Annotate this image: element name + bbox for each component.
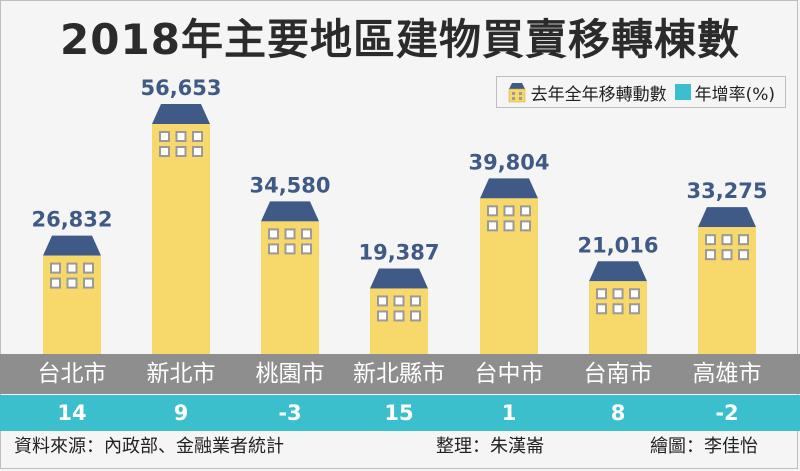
bar-roof [152,104,210,124]
bar-window [503,220,515,232]
bar-body [261,221,319,354]
bar-body [698,227,756,354]
bar-body [152,124,210,354]
city-label: 新北縣市 [353,361,445,387]
editor-credit: 整理：朱漢崙 [436,436,544,457]
bar-window [175,146,187,157]
bar-window [596,303,607,315]
bar-window [268,243,279,255]
bar-1 [43,235,101,354]
bar-window [159,131,170,142]
city-label: 高雄市 [692,361,762,387]
bar-window [175,131,187,142]
growth-rate-label: 8 [610,401,626,425]
bar-window [301,243,312,255]
building-icon [508,83,525,103]
bar-window [284,243,296,255]
bar-3 [261,201,319,354]
bar-chart: 26,832 56,653 34,580 19,387 39,804 21,016 33,2… [31,76,768,354]
growth-rate-label: 1 [501,401,517,425]
bar-roof [261,201,319,222]
growth-rate-label: 14 [57,401,87,425]
bar-window [50,262,61,274]
bar-window [393,310,405,322]
bar-window [393,295,405,307]
bar-roof [589,261,647,282]
legend-label-growth: 年增率(%) [694,84,775,105]
city-label: 台南市 [583,361,653,387]
bar-roof [480,178,538,199]
city-label-strip: 台北市 新北市 桃園市 新北縣市 台中市 台南市 高雄市 [0,354,800,394]
growth-rate-label: -3 [278,401,302,425]
legend-label-transfers: 去年全年移轉動數 [530,84,667,105]
growth-rate-label: -2 [715,401,739,425]
bar-window [83,277,94,289]
bar-2 [152,104,210,354]
bar-window [487,205,498,217]
bar-window [159,146,170,157]
bar-value-label: 19,387 [358,240,439,264]
bar-window [705,234,716,246]
bar-window [487,220,498,232]
bar-window [612,303,624,315]
bar-value-label: 21,016 [577,233,658,257]
bar-window [66,277,78,289]
city-label: 台北市 [37,361,107,387]
bar-window [192,131,203,142]
bar-window [596,288,607,300]
bar-window [503,205,515,217]
city-label: 新北市 [146,361,216,387]
bar-window [410,310,421,322]
growth-rate-label: 9 [173,401,189,425]
bar-7 [698,207,756,354]
bar-window [410,295,421,307]
bar-window [721,249,733,261]
bar-window [520,220,531,232]
bar-window [83,262,94,274]
bar-window [192,146,203,157]
bar-window [738,249,749,261]
legend: 去年全年移轉動數 年增率(%) [495,76,786,108]
bar-roof [370,268,428,289]
legend-item-transfers: 去年全年移轉動數 [507,80,667,105]
legend-swatch-growth [674,84,691,100]
bar-roof [43,235,101,256]
growth-rate-label: 15 [384,401,414,425]
bar-window [738,234,749,246]
bar-window [268,228,279,240]
growth-rate-strip: 14 9 -3 15 1 8 -2 [0,395,800,431]
bar-window [721,234,733,246]
bar-window [301,228,312,240]
bar-value-label: 34,580 [249,173,330,197]
chart-title: 2018年主要地區建物買賣移轉棟數 [60,15,740,64]
source-note: 資料來源：內政部、金融業者統計 [14,436,284,457]
bar-value-label: 26,832 [31,208,112,232]
bar-window [50,277,61,289]
bar-value-label: 33,275 [686,179,767,203]
bar-value-label: 39,804 [468,150,549,174]
bar-value-label: 56,653 [140,76,221,100]
footer: 資料來源：內政部、金融業者統計 整理：朱漢崙 繪圖：李佳怡 [0,432,800,468]
bar-window [629,288,640,300]
bar-window [612,288,624,300]
bar-window [629,303,640,315]
bar-window [705,249,716,261]
city-label: 桃園市 [255,361,325,387]
bar-window [520,205,531,217]
bar-window [377,295,388,307]
bar-4 [370,268,428,354]
bar-6 [589,261,647,354]
bar-5 [480,178,538,354]
legend-item-growth: 年增率(%) [674,80,775,105]
bar-window [284,228,296,240]
illustrator-credit: 繪圖：李佳怡 [650,436,758,457]
city-label: 台中市 [474,361,544,387]
bar-window [66,262,78,274]
bar-window [377,310,388,322]
bar-roof [698,207,756,228]
